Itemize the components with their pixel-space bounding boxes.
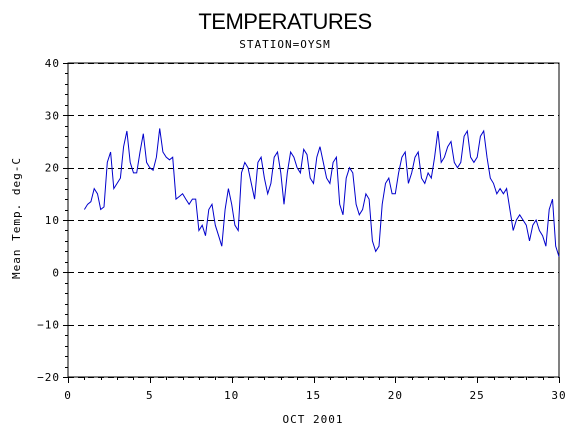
x-tick-label: 5 [146, 389, 154, 402]
x-axis-label: OCT 2001 [283, 413, 344, 426]
x-tick-label: 0 [64, 389, 72, 402]
y-tick-label: 0 [52, 266, 60, 279]
x-tick-label: 25 [470, 389, 485, 402]
x-tick-label: 30 [551, 389, 566, 402]
chart-subtitle: STATION=OYSM [239, 38, 330, 51]
grid-lines [68, 63, 559, 378]
y-tick-label: 30 [45, 109, 60, 122]
series-group [83, 128, 560, 257]
x-tick-label: 15 [306, 389, 321, 402]
y-axis-label: Mean Temp. deg-C [10, 157, 23, 279]
y-tick-label: 10 [45, 214, 60, 227]
y-tick-label: 20 [45, 162, 60, 175]
series-line [83, 128, 560, 257]
chart-title: TEMPERATURES [198, 9, 371, 34]
y-tick-label: −20 [37, 371, 60, 384]
y-tick-label: −10 [37, 319, 60, 332]
x-tick-label: 10 [224, 389, 239, 402]
x-axis-ticks: 0 5 10 15 20 25 30 [64, 377, 566, 402]
y-tick-label: 40 [45, 57, 60, 70]
y-axis-ticks: −20 −10 0 10 20 30 40 [37, 57, 68, 384]
x-tick-label: 20 [388, 389, 403, 402]
